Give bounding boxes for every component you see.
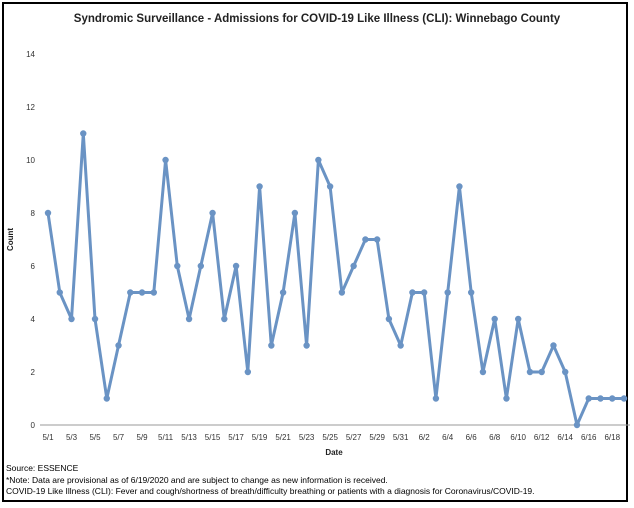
x-tick-label: 5/21 — [275, 433, 291, 442]
chart-frame: Syndromic Surveillance - Admissions for … — [2, 2, 628, 502]
data-point — [162, 156, 169, 164]
x-tick-label: 6/4 — [442, 433, 454, 442]
data-point — [80, 130, 87, 137]
x-tick-label: 5/5 — [89, 433, 101, 442]
data-point — [138, 289, 146, 296]
data-point — [244, 368, 252, 376]
y-tick-label: 6 — [31, 262, 36, 271]
x-tick-label: 5/29 — [369, 433, 385, 442]
data-point — [491, 315, 498, 323]
x-tick-label: 5/17 — [228, 433, 244, 442]
data-point — [209, 209, 216, 217]
data-point — [268, 342, 275, 349]
x-tick-label: 6/16 — [581, 433, 597, 442]
data-point — [562, 368, 569, 376]
y-tick-label: 14 — [26, 50, 35, 59]
x-tick-label: 5/3 — [66, 433, 78, 442]
chart-title: Syndromic Surveillance - Admissions for … — [73, 13, 561, 25]
x-axis-label: Date — [325, 448, 343, 457]
y-tick-label: 2 — [31, 368, 36, 377]
x-tick-label: 6/10 — [510, 433, 526, 442]
x-tick-label: 6/2 — [419, 433, 431, 442]
x-tick-label: 6/8 — [489, 433, 501, 442]
data-point — [44, 209, 52, 217]
x-tick-label: 6/12 — [534, 433, 550, 442]
x-tick-label: 5/15 — [205, 433, 221, 442]
x-tick-label: 5/7 — [113, 433, 125, 442]
data-point — [538, 368, 545, 376]
data-point — [91, 315, 99, 323]
data-point — [338, 289, 346, 296]
source-note: Source: ESSENCE — [6, 463, 79, 473]
data-point — [127, 289, 134, 296]
data-point — [221, 315, 228, 323]
y-axis-ticks: 0 2 4 6 8 10 12 14 — [26, 50, 35, 430]
x-tick-label: 5/1 — [42, 433, 54, 442]
data-point — [291, 209, 299, 217]
data-point — [373, 236, 381, 243]
data-point — [444, 289, 451, 296]
x-tick-label: 5/23 — [299, 433, 315, 442]
x-tick-label: 6/14 — [557, 433, 573, 442]
data-point — [420, 289, 428, 296]
data-point — [350, 262, 357, 270]
x-tick-label: 5/13 — [181, 433, 197, 442]
data-point — [432, 395, 440, 402]
data-point — [620, 395, 628, 402]
data-point — [68, 315, 75, 323]
data-point — [362, 236, 369, 243]
data-point — [409, 289, 416, 296]
data-point — [397, 342, 404, 349]
data-point — [573, 421, 581, 429]
provisional-note: *Note: Data are provisional as of 6/19/2… — [6, 474, 388, 485]
x-tick-label: 5/19 — [252, 433, 268, 442]
x-tick-label: 6/18 — [604, 433, 620, 442]
x-tick-label: 6/6 — [466, 433, 478, 442]
data-point — [103, 395, 110, 402]
y-tick-label: 10 — [26, 156, 35, 165]
data-point — [256, 183, 263, 190]
data-point — [515, 315, 522, 323]
data-point — [197, 262, 205, 270]
data-point — [150, 289, 157, 296]
data-point — [385, 315, 393, 323]
data-point — [526, 368, 534, 376]
data-point — [232, 262, 240, 270]
data-point — [303, 342, 310, 349]
data-point — [115, 342, 122, 349]
y-tick-label: 12 — [26, 103, 35, 112]
data-point — [609, 395, 616, 402]
data-point — [479, 368, 487, 376]
x-axis-ticks: 5/1 5/3 5/5 5/7 5/9 5/11 5/13 5/15 5/17 5/19 5/21 5… — [42, 433, 620, 442]
data-point — [56, 289, 63, 296]
data-point — [326, 183, 334, 190]
x-tick-label: 5/31 — [393, 433, 409, 442]
x-tick-label: 5/11 — [158, 433, 174, 442]
x-tick-label: 5/9 — [136, 433, 148, 442]
data-point — [585, 395, 592, 402]
y-tick-label: 0 — [31, 421, 36, 430]
y-axis-label: Count — [6, 228, 15, 251]
series-points — [44, 130, 628, 429]
data-point — [467, 289, 475, 296]
data-point — [456, 183, 463, 190]
chart-footer: Source: ESSENCE *Note: Data are provisio… — [6, 463, 535, 498]
y-tick-label: 4 — [31, 315, 36, 324]
series-line — [46, 132, 624, 427]
data-point — [279, 289, 287, 296]
data-point — [174, 262, 181, 270]
y-tick-label: 8 — [31, 209, 36, 218]
data-point — [550, 342, 557, 349]
data-point — [503, 395, 510, 402]
data-point — [315, 156, 322, 164]
x-tick-label: 5/27 — [346, 433, 362, 442]
data-point — [185, 315, 193, 323]
cli-definition: COVID-19 Like Illness (CLI): Fever and c… — [6, 486, 535, 496]
x-tick-label: 5/25 — [322, 433, 338, 442]
data-point — [597, 395, 604, 402]
